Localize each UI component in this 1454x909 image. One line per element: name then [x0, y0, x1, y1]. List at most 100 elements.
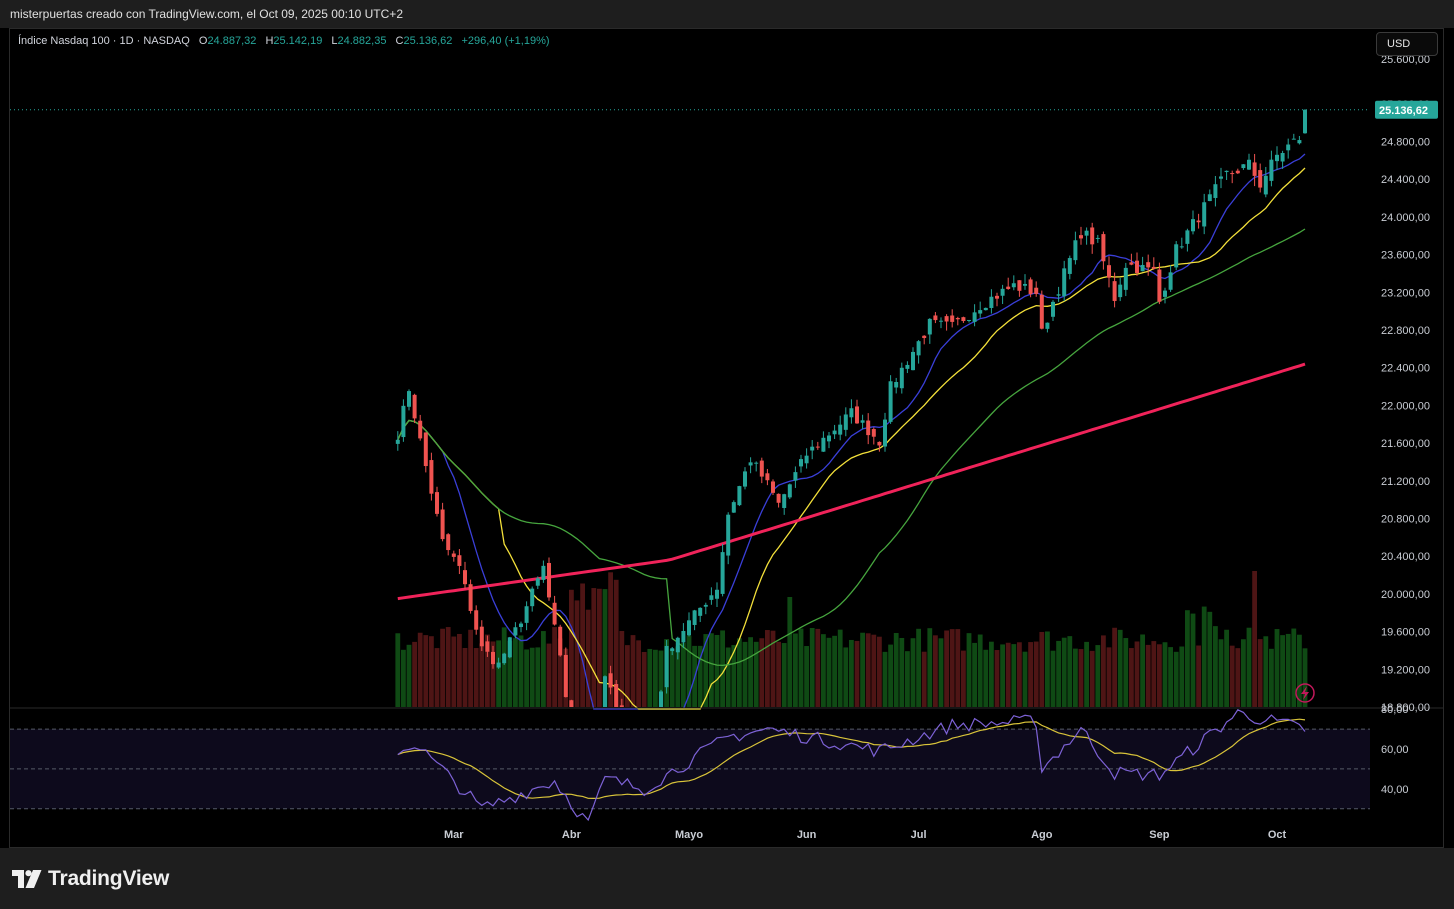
volume-bar — [1005, 642, 1011, 707]
volume-bar — [1061, 637, 1067, 707]
candle-body — [1084, 230, 1089, 236]
volume-bar — [989, 641, 994, 707]
volume-bar — [1190, 613, 1196, 707]
volume-bar — [938, 638, 944, 707]
volume-bar — [1134, 641, 1140, 707]
price-tick-label: 19.600,00 — [1381, 627, 1430, 639]
candle-body — [955, 318, 960, 320]
candle-body — [1123, 267, 1128, 290]
candle-body — [457, 555, 462, 566]
candle-body — [558, 626, 563, 656]
volume-bar — [552, 627, 557, 707]
candle-body — [446, 534, 451, 551]
candle-body — [939, 320, 943, 322]
volume-bar — [1173, 651, 1179, 707]
volume-bar — [1285, 633, 1291, 707]
candle-body — [664, 645, 669, 688]
rsi-pane — [10, 707, 1444, 822]
chart-frame[interactable] — [9, 28, 1444, 848]
currency-button[interactable]: USD — [1376, 32, 1438, 56]
volume-bar — [1235, 648, 1241, 707]
volume-bar — [1123, 638, 1129, 707]
volume-bar — [882, 651, 888, 707]
candle-body — [1151, 266, 1156, 269]
candle-body — [547, 562, 551, 598]
candle-body — [1011, 283, 1016, 288]
candle-body — [1067, 258, 1072, 274]
volume-bar — [697, 645, 703, 707]
candle-body — [563, 654, 568, 698]
volume-bar — [787, 597, 793, 707]
candle-body — [496, 662, 501, 668]
volume-bar — [597, 588, 602, 707]
candle-body — [776, 493, 781, 503]
time-tick-label: Ago — [1031, 829, 1053, 841]
change-value: +296,40 (+1,19%) — [461, 35, 550, 47]
candle-body — [524, 606, 529, 623]
candle-body — [709, 595, 714, 600]
volume-bar — [737, 638, 742, 707]
candle-body — [1095, 237, 1100, 239]
volume-bar — [479, 643, 485, 707]
volume-bar — [462, 647, 468, 707]
volume-bar — [1269, 648, 1274, 707]
candle-body — [1258, 170, 1263, 188]
volume-bar — [513, 638, 518, 707]
candle-body — [1039, 294, 1044, 329]
price-tick-label: 19.200,00 — [1381, 664, 1430, 676]
volume-bar — [630, 635, 636, 707]
flash-icon[interactable] — [1295, 683, 1315, 703]
volume-bar — [636, 640, 641, 707]
volume-bar — [865, 633, 871, 707]
volume-bar — [445, 627, 451, 707]
volume-bar — [877, 636, 882, 707]
candle-body — [950, 315, 955, 322]
volume-bar — [557, 638, 563, 707]
candle-body — [1224, 170, 1229, 173]
candle-body — [440, 509, 445, 540]
candle-body — [860, 420, 865, 423]
tradingview-logo[interactable]: TradingView — [12, 866, 169, 892]
time-tick-label: Jul — [911, 829, 927, 841]
volume-bar — [608, 572, 613, 707]
volume-bar — [647, 648, 653, 707]
price-tick-label: 22.400,00 — [1381, 363, 1430, 375]
volume-bar — [1145, 644, 1151, 707]
volume-bar — [725, 647, 731, 707]
candle-body — [675, 637, 680, 653]
candle-body — [1291, 138, 1296, 140]
chart-caption: misterpuertas creado con TradingView.com… — [10, 7, 403, 21]
candle-body — [978, 310, 983, 314]
volume-bar — [1185, 610, 1190, 707]
low-key: L — [331, 35, 338, 47]
volume-bar — [641, 651, 647, 707]
candle-body — [720, 552, 725, 594]
candle-body — [1090, 227, 1095, 245]
volume-bar — [765, 630, 770, 707]
volume-bar — [1151, 641, 1157, 707]
volume-bar — [1050, 650, 1056, 707]
volume-bar — [434, 648, 440, 707]
candle-body — [479, 626, 484, 647]
price-tick-label: 21.600,00 — [1381, 438, 1430, 450]
volume-bar — [653, 649, 658, 707]
candle-body — [1079, 235, 1083, 239]
candle-body — [804, 455, 809, 464]
volume-bar — [781, 643, 787, 707]
volume-bar — [429, 636, 434, 707]
volume-bar — [468, 629, 473, 707]
candle-body — [989, 296, 994, 308]
candle-body — [429, 460, 434, 494]
candle-body — [468, 584, 473, 611]
candle-body — [418, 420, 423, 439]
candle-body — [849, 408, 854, 418]
volume-bar — [854, 640, 860, 707]
time-tick-label: Mar — [444, 829, 464, 841]
candle-body — [541, 565, 546, 580]
candle-body — [726, 514, 731, 556]
volume-bar — [1095, 645, 1101, 707]
candle-body — [743, 471, 747, 487]
volume-bar — [849, 639, 854, 707]
volume-bar — [1201, 606, 1207, 707]
